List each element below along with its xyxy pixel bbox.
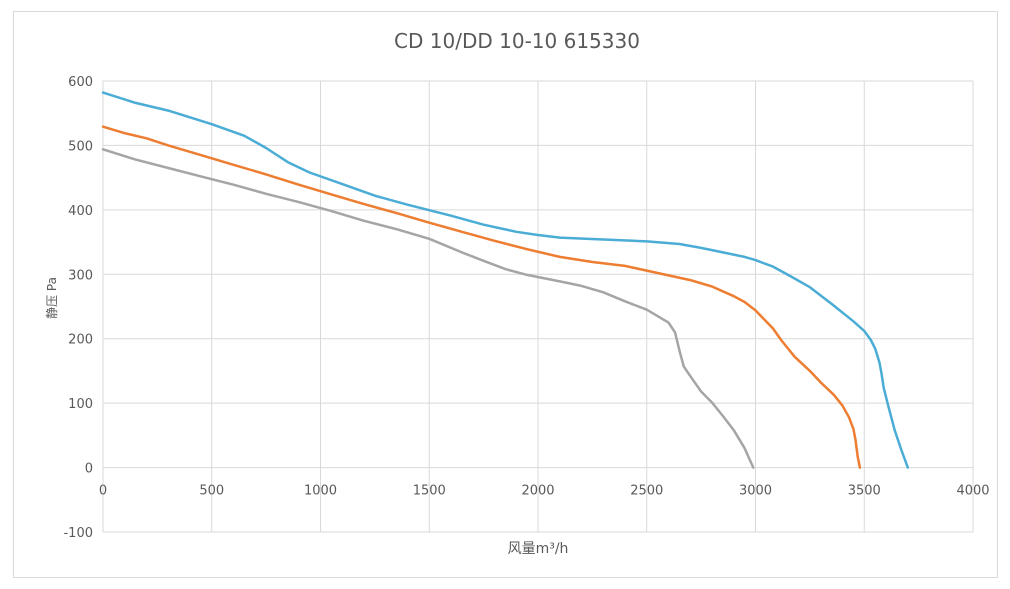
y-tick-label: 500 <box>68 139 93 154</box>
y-tick-label: 300 <box>68 268 93 283</box>
x-tick-label: 3000 <box>739 484 772 499</box>
y-tick-label: 0 <box>85 462 93 477</box>
y-tick-label: -100 <box>63 526 93 541</box>
x-tick-label: 4000 <box>956 484 989 499</box>
x-tick-label: 2500 <box>630 484 663 499</box>
x-tick-label: 0 <box>99 484 107 499</box>
series-line-high <box>101 91 910 469</box>
x-tick-label: 3500 <box>848 484 881 499</box>
x-tick-label: 1000 <box>304 484 337 499</box>
y-tick-labels: 600 500 400 300 200 100 0 -100 <box>63 75 93 541</box>
x-axis-label: 风量m³/h <box>508 541 569 557</box>
series-line-medium <box>101 125 862 469</box>
grid <box>102 80 974 533</box>
x-tick-label: 1500 <box>413 484 446 499</box>
series-lines <box>101 91 910 469</box>
series-line-low <box>101 148 755 469</box>
y-tick-label: 400 <box>68 204 93 219</box>
chart-frame <box>13 11 998 578</box>
x-tick-label: 500 <box>199 484 224 499</box>
y-tick-label: 100 <box>68 397 93 412</box>
y-tick-label: 200 <box>68 333 93 348</box>
x-tick-labels: 0 500 1000 1500 2000 2500 3000 3500 4000 <box>99 484 990 499</box>
x-tick-label: 2000 <box>521 484 554 499</box>
y-tick-label: 600 <box>68 75 93 90</box>
y-axis-label: 静压 Pa <box>45 277 59 319</box>
chart-title: CD 10/DD 10-10 615330 <box>394 29 640 53</box>
